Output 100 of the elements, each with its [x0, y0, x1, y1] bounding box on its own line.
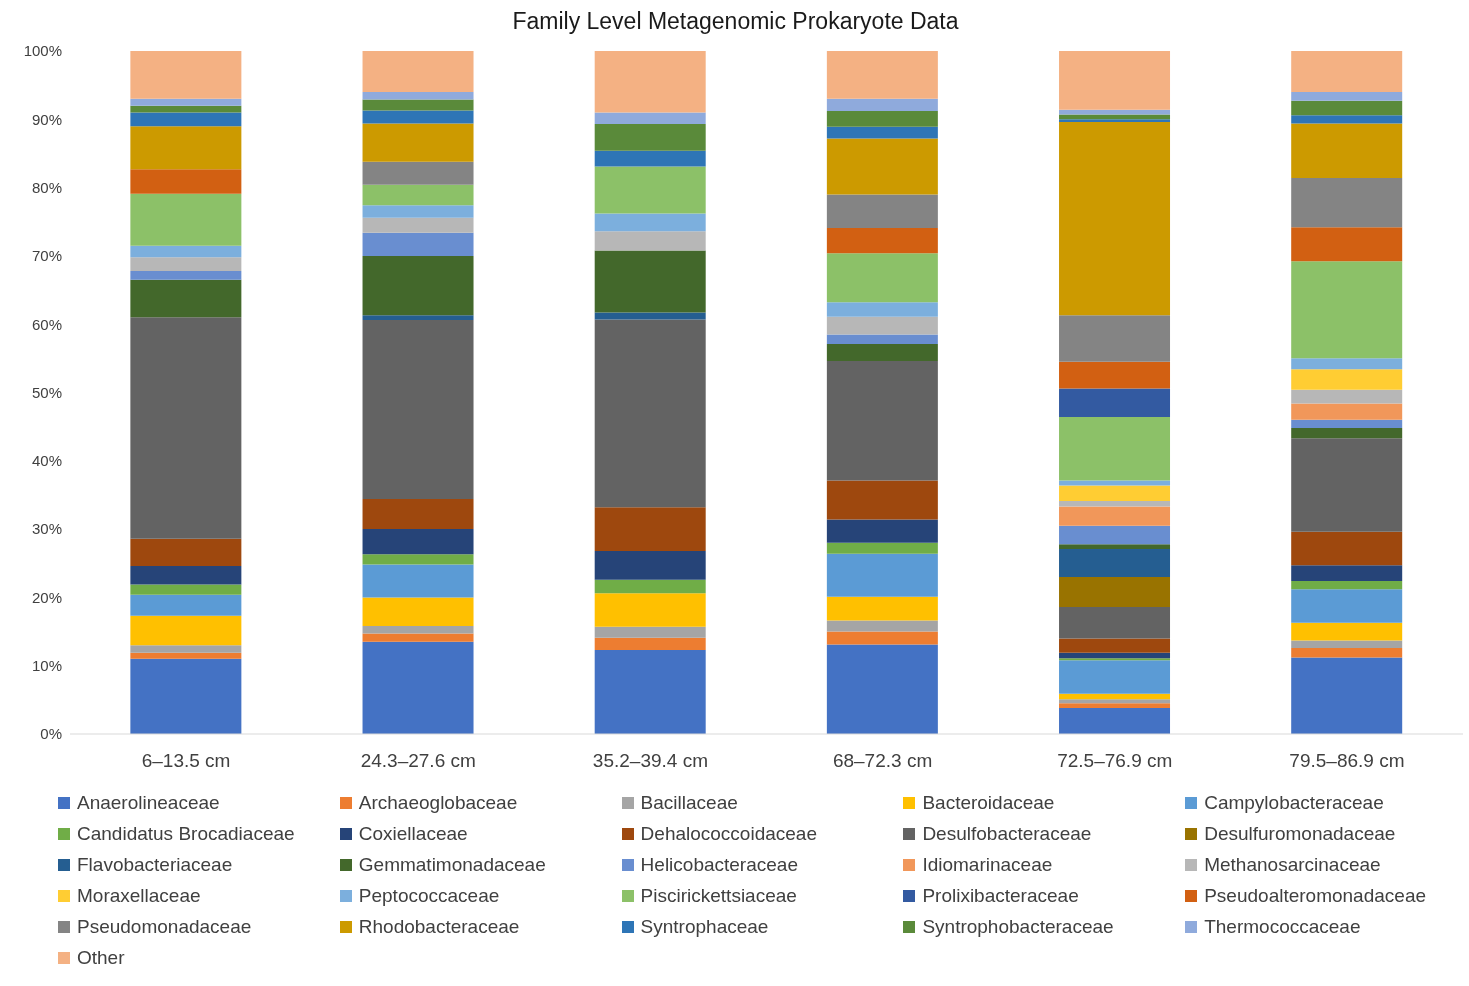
bar	[130, 51, 242, 99]
bar	[826, 138, 938, 195]
bar	[594, 150, 706, 167]
bar	[594, 319, 706, 508]
bar	[362, 564, 474, 598]
bar	[1059, 660, 1171, 694]
bar	[362, 232, 474, 256]
y-tick-label: 80%	[31, 178, 62, 196]
legend-label: Rhodobacteraceae	[358, 916, 520, 938]
bar	[826, 596, 938, 621]
bar	[362, 499, 474, 530]
bar	[826, 302, 938, 317]
legend-label: Idiomarinaceae	[922, 854, 1053, 876]
y-tick-label: 40%	[31, 452, 62, 470]
legend-label: Helicobacteraceae	[640, 854, 798, 876]
bar	[1291, 428, 1403, 439]
bar	[826, 620, 938, 632]
bar	[1059, 638, 1171, 653]
bar	[594, 626, 706, 638]
bar	[362, 255, 474, 316]
x-tick-label: 35.2–39.4 cm	[592, 750, 708, 772]
bar	[1291, 647, 1403, 658]
legend-label: Candidatus Brocadiaceae	[77, 823, 295, 845]
bar	[826, 111, 938, 127]
y-tick-label: 60%	[31, 315, 62, 333]
x-tick-label: 24.3–27.6 cm	[360, 750, 476, 772]
bar	[1291, 100, 1403, 116]
bar	[130, 658, 242, 734]
x-tick-label: 79.5–86.9 cm	[1289, 750, 1405, 772]
bar	[826, 194, 938, 228]
y-tick-label: 50%	[31, 383, 62, 401]
bar	[130, 317, 242, 539]
bar	[826, 334, 938, 345]
bar	[1059, 485, 1171, 502]
bar	[1291, 403, 1403, 420]
bar	[826, 480, 938, 520]
bar	[826, 227, 938, 254]
bar	[130, 245, 242, 258]
bar	[594, 112, 706, 125]
bar	[826, 631, 938, 645]
x-tick-label: 6–13.5 cm	[141, 750, 231, 772]
bar	[1291, 589, 1403, 623]
bar	[362, 99, 474, 111]
bar	[594, 166, 706, 214]
bar	[362, 161, 474, 185]
bar	[362, 315, 474, 321]
bar	[594, 649, 706, 734]
bar	[594, 593, 706, 627]
x-tick-label: 68–72.3 cm	[832, 750, 933, 772]
y-tick-label: 90%	[31, 110, 62, 128]
bar	[1059, 693, 1171, 700]
legend-label: Syntrophobacteraceae	[922, 916, 1114, 938]
bar	[1059, 703, 1171, 709]
legend-label: Prolixibacteraceae	[922, 885, 1079, 907]
bar	[826, 126, 938, 139]
bar	[826, 98, 938, 112]
bar	[362, 205, 474, 218]
legend-label: Thermococcaceae	[1204, 916, 1361, 938]
bar	[130, 270, 242, 280]
legend-label: Pseudomonadaceae	[77, 916, 252, 938]
bar	[130, 594, 242, 616]
bar	[362, 529, 474, 555]
bar	[594, 231, 706, 251]
bar	[594, 579, 706, 594]
legend-label: Bacteroidaceae	[922, 792, 1055, 814]
bar	[130, 565, 242, 585]
bar	[1059, 606, 1171, 639]
legend-label: Coxiellaceae	[358, 823, 468, 845]
bar	[594, 51, 706, 113]
bar	[594, 637, 706, 650]
y-tick-label: 70%	[31, 247, 62, 265]
bar	[1059, 361, 1171, 389]
bar	[362, 633, 474, 642]
bar	[1291, 389, 1403, 404]
bar	[362, 51, 474, 92]
bar	[130, 98, 242, 106]
legend-label: Pseudoalteromonadaceae	[1204, 885, 1427, 907]
bar	[594, 250, 706, 313]
bar	[826, 361, 938, 481]
bar	[1291, 581, 1403, 590]
y-tick-label: 10%	[31, 657, 62, 675]
bar	[1059, 652, 1171, 659]
y-tick-label: 20%	[31, 588, 62, 606]
legend-label: Bacillaceae	[640, 792, 738, 814]
bar	[594, 124, 706, 151]
legend-label: Syntrophaceae	[640, 916, 769, 938]
bar	[130, 279, 242, 318]
bar	[1291, 622, 1403, 641]
bar	[1291, 438, 1403, 532]
legend-label: Desulfobacteraceae	[922, 823, 1092, 845]
bar	[362, 320, 474, 500]
bar	[130, 126, 242, 170]
bar	[1059, 417, 1171, 481]
bar	[1291, 178, 1403, 228]
bar	[1291, 531, 1403, 566]
bar	[1291, 115, 1403, 124]
bar	[594, 507, 706, 551]
bar	[1291, 640, 1403, 648]
x-tick-label: 72.5–76.9 cm	[1057, 750, 1173, 772]
bar	[1059, 576, 1171, 607]
